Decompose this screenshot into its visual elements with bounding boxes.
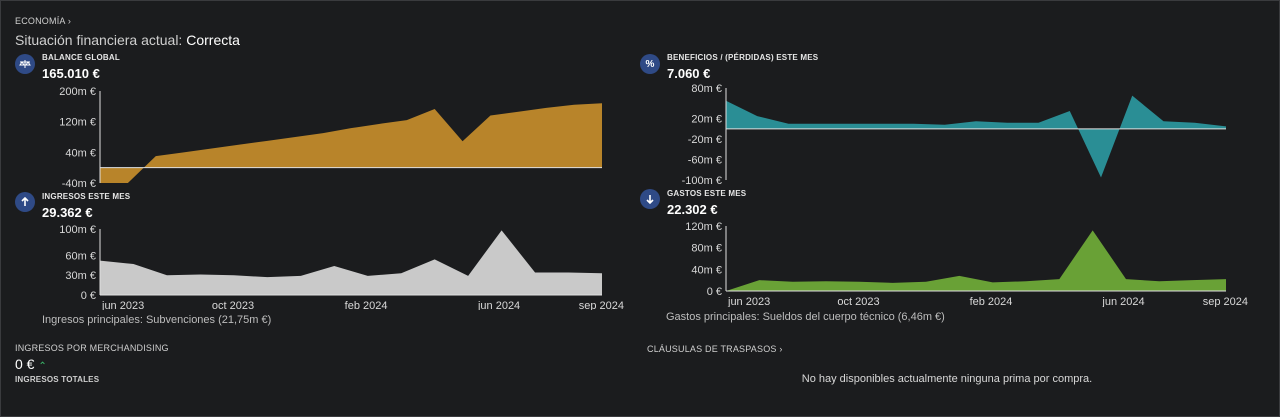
merch-value: 0 €	[15, 356, 35, 372]
balance-title: BALANCE GLOBAL	[42, 53, 120, 62]
y-tick-label: -20m €	[688, 134, 722, 146]
clauses-empty-message: No hay disponibles actualmente ninguna p…	[801, 373, 1093, 385]
expense-chart: 120m € 80m € 40m € 0 € jun 2023 oct 2023 feb 2…	[685, 221, 1248, 307]
profit-title: BENEFICIOS / (PÉRDIDAS) ESTE MES	[667, 53, 819, 62]
balance-area	[100, 103, 602, 183]
x-tick-label: jun 2023	[727, 296, 770, 307]
x-tick-label: sep 2024	[1203, 296, 1248, 307]
clauses-header[interactable]: CLÁUSULAS DE TRASPASOS ›	[647, 344, 783, 354]
breadcrumb[interactable]: ECONOMÍA ›	[15, 16, 71, 26]
arrow-down-icon	[640, 189, 660, 209]
expense-value: 22.302 €	[667, 202, 718, 217]
y-tick-label: 80m €	[691, 83, 722, 95]
y-tick-label: 80m €	[691, 243, 722, 255]
x-tick-label: sep 2024	[1203, 185, 1248, 186]
profit-chart: 80m € 20m € -20m € -60m € -100m € jun 2023 oct…	[682, 83, 1248, 186]
expense-area	[726, 230, 1226, 291]
total-income-label: INGRESOS TOTALES	[15, 375, 100, 384]
merch-title: INGRESOS POR MERCHANDISING	[15, 343, 169, 353]
x-tick-label: jun 2024	[477, 300, 520, 310]
balance-scale-icon	[15, 54, 35, 74]
clauses-title[interactable]: CLÁUSULAS DE TRASPASOS	[647, 344, 777, 354]
y-tick-label: 100m €	[59, 224, 96, 236]
x-tick-label: sep 2024	[579, 300, 624, 310]
chevron-up-icon: ⌃	[38, 361, 47, 372]
y-tick-label: -100m €	[682, 175, 722, 186]
x-tick-label: oct 2023	[837, 296, 879, 307]
profit-value: 7.060 €	[667, 66, 711, 81]
expense-main: Gastos principales: Sueldos del cuerpo t…	[666, 311, 945, 323]
chevron-right-icon: ›	[67, 16, 72, 26]
balance-value: 165.010 €	[42, 66, 100, 81]
y-tick-label: 120m €	[59, 117, 96, 129]
y-tick-label: 40m €	[691, 264, 722, 276]
y-tick-label: 0 €	[707, 286, 722, 298]
x-tick-label: feb 2024	[970, 296, 1013, 307]
income-title: INGRESOS ESTE MES	[42, 192, 131, 201]
income-main: Ingresos principales: Subvenciones (21,7…	[42, 314, 272, 326]
financial-status: Situación financiera actual: Correcta	[15, 32, 240, 48]
expense-title: GASTOS ESTE MES	[667, 189, 747, 198]
x-tick-label: jun 2024	[1101, 185, 1144, 186]
income-chart: 100m € 60m € 30m € 0 € jun 2023 oct 2023 feb 2…	[59, 224, 624, 310]
x-tick-label: jun 2023	[727, 185, 770, 186]
income-value: 29.362 €	[42, 205, 93, 220]
status-label: Situación financiera actual:	[15, 32, 183, 48]
chevron-right-icon: ›	[779, 344, 783, 354]
y-tick-label: -40m €	[62, 178, 96, 188]
income-area	[100, 230, 602, 295]
y-tick-label: 0 €	[81, 290, 96, 302]
profit-area	[726, 95, 1226, 178]
y-tick-label: 40m €	[65, 147, 96, 159]
y-tick-label: 60m €	[65, 250, 96, 262]
y-tick-label: 30m €	[65, 270, 96, 282]
x-tick-label: jun 2023	[101, 300, 144, 310]
y-tick-label: 200m €	[59, 86, 96, 98]
x-tick-label: feb 2024	[970, 185, 1013, 186]
breadcrumb-label[interactable]: ECONOMÍA	[15, 16, 66, 26]
merch-value-row: 0 € ⌃	[15, 356, 47, 372]
x-tick-label: oct 2023	[212, 300, 254, 310]
arrow-up-icon	[15, 192, 35, 212]
y-tick-label: -60m €	[688, 155, 722, 167]
y-tick-label: 20m €	[691, 114, 722, 126]
x-tick-label: feb 2024	[345, 300, 388, 310]
percent-icon: %	[640, 54, 660, 74]
x-tick-label: oct 2023	[837, 185, 879, 186]
x-tick-label: jun 2024	[1101, 296, 1144, 307]
y-tick-label: 120m €	[685, 221, 722, 233]
status-value: Correcta	[186, 32, 240, 48]
